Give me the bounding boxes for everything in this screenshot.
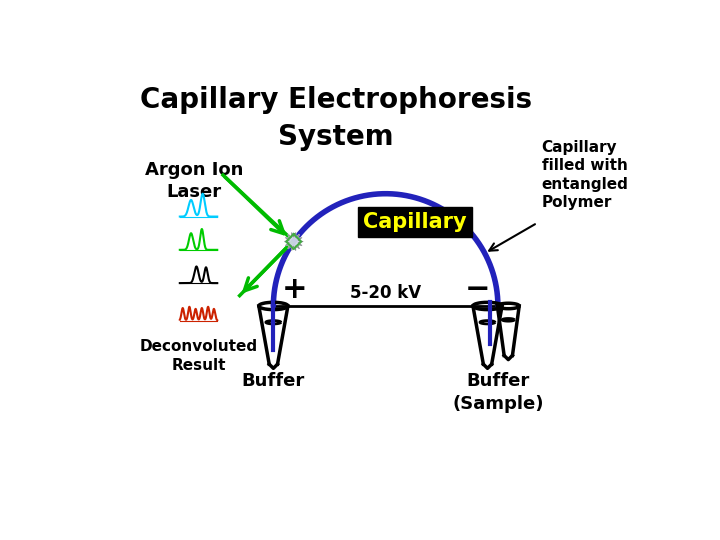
Text: Argon Ion
Laser: Argon Ion Laser: [145, 161, 243, 201]
Text: Buffer: Buffer: [242, 373, 305, 390]
Text: Deconvoluted
Result: Deconvoluted Result: [140, 339, 258, 373]
Text: −: −: [464, 275, 490, 304]
Text: Capillary Electrophoresis: Capillary Electrophoresis: [140, 85, 532, 113]
Text: Buffer
(Sample): Buffer (Sample): [452, 373, 544, 413]
Text: +: +: [282, 275, 307, 304]
Text: Capillary
filled with
entangled
Polymer: Capillary filled with entangled Polymer: [541, 140, 629, 211]
Polygon shape: [284, 233, 303, 251]
Text: System: System: [278, 123, 394, 151]
Text: Capillary: Capillary: [363, 212, 467, 232]
Text: 5-20 kV: 5-20 kV: [350, 284, 421, 302]
